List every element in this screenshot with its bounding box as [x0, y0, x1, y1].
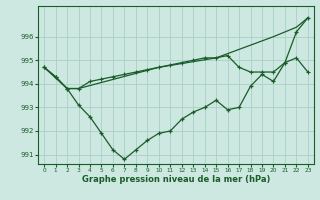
X-axis label: Graphe pression niveau de la mer (hPa): Graphe pression niveau de la mer (hPa) — [82, 175, 270, 184]
